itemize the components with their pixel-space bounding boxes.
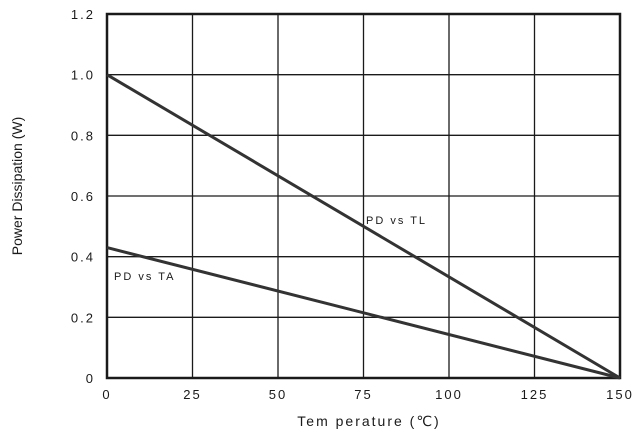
x-tick-label: 100 <box>435 387 463 402</box>
series-line-pd-vs-ta <box>106 246 621 380</box>
y-tick-label: 0.8 <box>71 128 95 143</box>
series-label-ta: PD vs TA <box>114 271 175 283</box>
plot-frame <box>105 12 622 380</box>
y-tick-labels: 0 0.2 0.4 0.6 0.8 1.0 1.2 <box>71 7 95 386</box>
y-axis-label: Power Dissipation (W) <box>9 117 25 255</box>
series-group <box>106 73 621 380</box>
y-tick-label: 1.0 <box>71 68 95 83</box>
grid <box>106 13 621 379</box>
series-line-pd-vs-tl <box>106 73 621 380</box>
x-tick-label: 0 <box>102 387 111 402</box>
y-tick-label: 0 <box>86 371 95 386</box>
x-tick-label: 125 <box>521 387 549 402</box>
x-axis-label: Tem perature (℃) <box>297 413 440 429</box>
series-label-tl: PD vs TL <box>366 215 427 227</box>
x-tick-label: 50 <box>269 387 287 402</box>
x-tick-label: 75 <box>354 387 372 402</box>
x-tick-labels: 0 25 50 75 100 125 150 <box>102 387 634 402</box>
y-tick-label: 0.4 <box>71 250 95 265</box>
y-tick-label: 0.2 <box>71 310 95 325</box>
y-tick-label: 1.2 <box>71 7 95 22</box>
x-tick-label: 150 <box>606 387 634 402</box>
x-tick-label: 25 <box>183 387 201 402</box>
y-tick-label: 0.6 <box>71 189 95 204</box>
